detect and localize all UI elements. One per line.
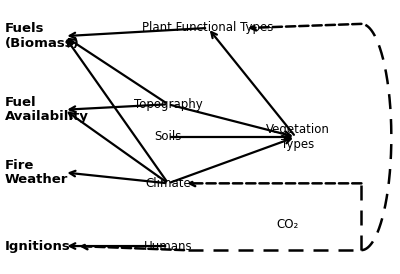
Text: Soils: Soils — [154, 130, 182, 144]
Text: Fuels
(Biomass): Fuels (Biomass) — [5, 22, 80, 50]
Text: Plant Functional Types: Plant Functional Types — [142, 21, 274, 35]
Text: Vegetation
Types: Vegetation Types — [266, 123, 330, 151]
Text: Fire
Weather: Fire Weather — [5, 159, 68, 186]
Text: Fuel
Availability: Fuel Availability — [5, 96, 88, 124]
Text: Ignitions: Ignitions — [5, 239, 70, 253]
Text: Topography: Topography — [134, 98, 202, 111]
Text: Humans: Humans — [144, 239, 192, 253]
Text: CO₂: CO₂ — [276, 218, 299, 231]
Text: Climate: Climate — [145, 177, 191, 190]
